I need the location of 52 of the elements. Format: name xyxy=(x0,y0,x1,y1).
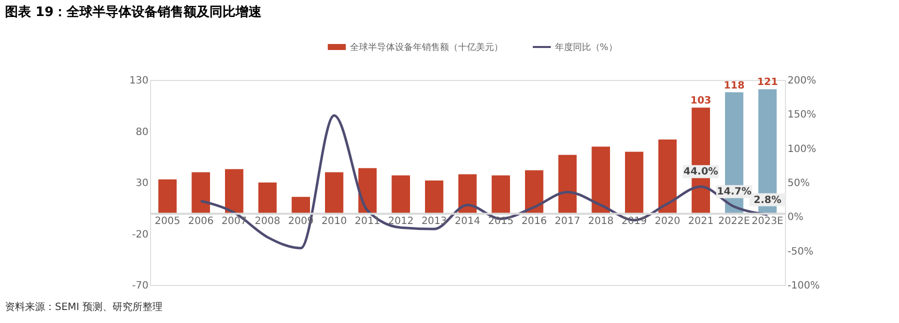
y-tick-label: -20 xyxy=(132,229,148,240)
y2-tick-label: 150% xyxy=(788,110,816,121)
legend-label: 全球半导体设备年销售额（十亿美元） xyxy=(350,42,503,53)
x-tick-label: 2023E xyxy=(752,216,784,227)
data-label: 121 xyxy=(757,77,778,88)
data-label: 118 xyxy=(724,80,745,92)
bar xyxy=(658,139,677,214)
y2-tick-label: -50% xyxy=(788,246,814,258)
bar xyxy=(292,196,310,214)
x-tick-label: 2022E xyxy=(718,216,750,227)
x-tick-label: 2020 xyxy=(654,216,680,227)
bar xyxy=(325,172,344,214)
bar xyxy=(425,180,444,214)
bar xyxy=(158,179,177,214)
y-tick-label: -70 xyxy=(132,280,148,292)
x-tick-label: 2013 xyxy=(421,216,447,227)
chart-title: 图表 19：全球半导体设备销售额及同比增速 xyxy=(5,4,263,20)
x-tick-label: 2006 xyxy=(188,216,214,227)
bar xyxy=(525,170,544,214)
bar xyxy=(358,168,377,214)
y2-tick-label: 50% xyxy=(788,178,810,189)
data-label: 103 xyxy=(690,96,712,107)
legend-label: 年度同比（%） xyxy=(554,42,618,53)
bar xyxy=(392,175,410,214)
bar xyxy=(258,182,277,214)
x-tick-label: 2016 xyxy=(521,216,547,227)
y2-tick-label: 0% xyxy=(788,212,804,224)
x-tick-label: 2008 xyxy=(254,216,280,227)
bar xyxy=(625,152,644,214)
x-tick-label: 2012 xyxy=(388,216,414,227)
y2-tick-label: -100% xyxy=(788,280,820,292)
y-tick-label: 30 xyxy=(136,178,148,189)
x-tick-label: 2014 xyxy=(454,216,480,227)
x-tick-label: 2021 xyxy=(688,216,714,227)
x-tick-label: 2005 xyxy=(154,216,180,227)
data-label: 44.0% xyxy=(683,166,718,178)
x-tick-label: 2018 xyxy=(588,216,614,227)
y-tick-label: 130 xyxy=(129,76,148,86)
bar xyxy=(592,146,610,214)
x-tick-label: 2010 xyxy=(321,216,347,227)
x-tick-label: 2017 xyxy=(554,216,580,227)
data-label: 2.8% xyxy=(754,194,782,206)
y2-tick-label: 200% xyxy=(788,76,816,86)
bar xyxy=(458,174,477,214)
y2-tick-label: 100% xyxy=(788,144,816,155)
bar xyxy=(558,154,577,214)
bar xyxy=(492,175,510,214)
data-label: 14.7% xyxy=(716,186,752,198)
bar xyxy=(192,172,210,214)
text: 资料来源：SEMI 预测、研究所整理 xyxy=(5,301,162,313)
y-tick-label: 80 xyxy=(136,126,148,138)
bar xyxy=(225,169,244,214)
